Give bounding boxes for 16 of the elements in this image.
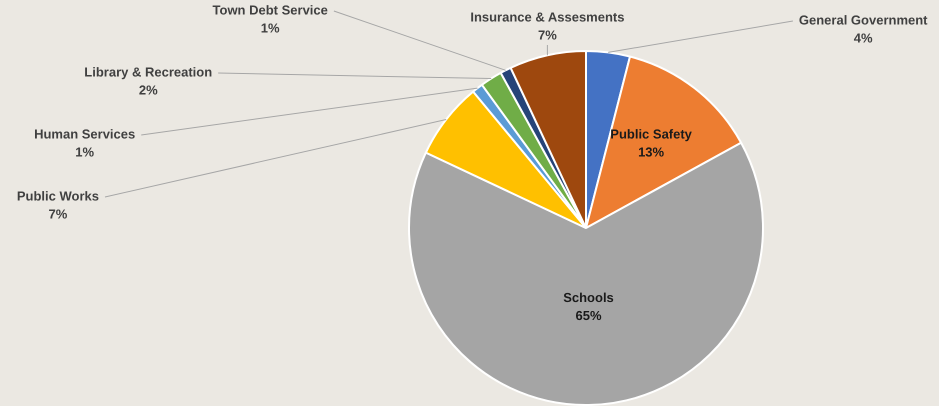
slice-label: Human Services xyxy=(34,126,136,142)
slice-label: Public Works xyxy=(16,188,99,204)
data-label: 4% xyxy=(854,30,874,46)
slice-label: General Government xyxy=(798,12,928,28)
slice-label: Schools xyxy=(563,290,614,306)
data-label: 7% xyxy=(48,206,68,222)
data-label: 1% xyxy=(75,144,94,160)
data-label: 1% xyxy=(260,20,280,36)
slice-label: Town Debt Service xyxy=(212,2,328,18)
data-label: 65% xyxy=(575,308,602,324)
data-label: 7% xyxy=(538,28,558,43)
data-label: 13% xyxy=(638,144,665,160)
data-label: 2% xyxy=(138,82,158,98)
slice-label: Library & Recreation xyxy=(84,64,212,80)
slice-label: Insurance & Assesments xyxy=(470,10,624,25)
slice-label: Public Safety xyxy=(610,126,693,142)
